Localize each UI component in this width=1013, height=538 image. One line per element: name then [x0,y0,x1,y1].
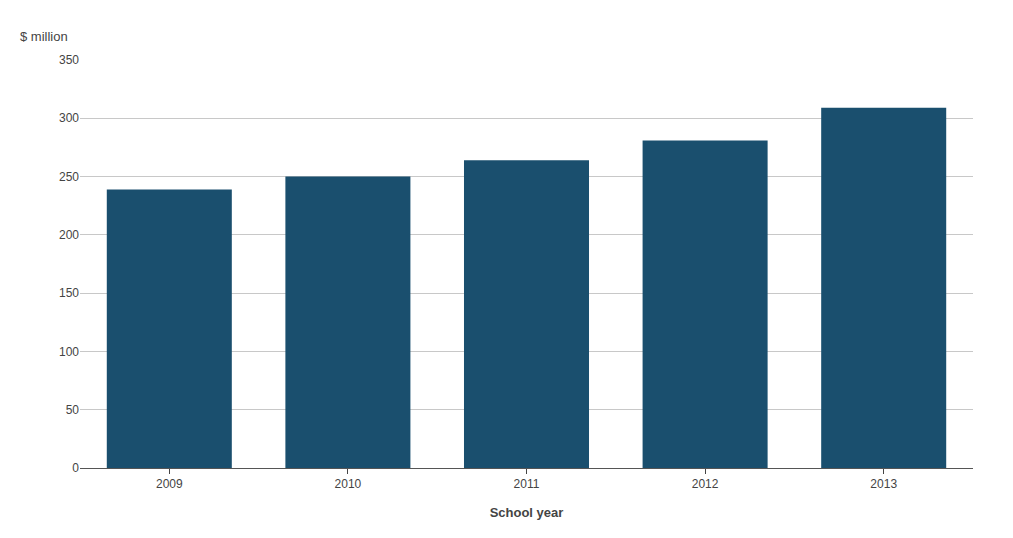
svg-text:50: 50 [66,403,80,417]
svg-text:$ million: $ million [20,29,68,44]
svg-text:300: 300 [59,111,79,125]
svg-text:2013: 2013 [870,477,897,491]
svg-text:2010: 2010 [335,477,362,491]
svg-text:200: 200 [59,228,79,242]
svg-text:250: 250 [59,170,79,184]
svg-text:2012: 2012 [692,477,719,491]
svg-text:2011: 2011 [514,477,540,491]
svg-text:2009: 2009 [156,477,183,491]
svg-text:0: 0 [72,461,79,475]
svg-text:School year: School year [490,505,564,520]
svg-text:350: 350 [59,53,79,67]
svg-text:150: 150 [59,286,79,300]
svg-text:100: 100 [59,345,79,359]
